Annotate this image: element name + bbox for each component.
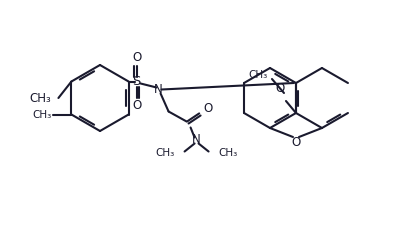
Text: O: O [132,99,141,112]
Text: CH₃: CH₃ [249,70,268,80]
Text: CH₃: CH₃ [155,149,175,158]
Text: O: O [291,136,301,149]
Text: CH₃: CH₃ [32,109,51,120]
Text: N: N [192,133,201,146]
Text: O: O [203,102,212,115]
Text: CH₃: CH₃ [30,92,51,105]
Text: S: S [132,75,141,88]
Text: O: O [276,82,285,95]
Text: N: N [154,83,163,96]
Text: O: O [132,51,141,64]
Text: CH₃: CH₃ [218,149,238,158]
